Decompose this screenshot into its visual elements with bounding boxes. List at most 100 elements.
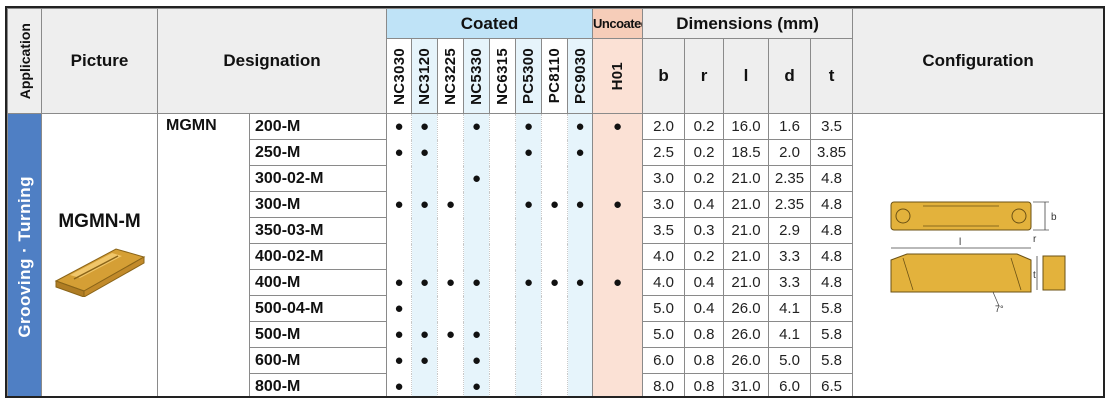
availability-dot: ● xyxy=(394,352,404,369)
coated-cell xyxy=(515,373,543,396)
availability-dot: ● xyxy=(419,326,430,343)
table-row: 250-M ● ● ● ● 2.5 0.2 18.5 2.0 3.85 xyxy=(8,139,1104,166)
coated-cell: ● xyxy=(411,269,439,296)
grade-label: H01 xyxy=(609,61,627,91)
availability-dot: ● xyxy=(419,144,430,161)
coated-cell xyxy=(489,191,517,218)
dim-value-d: 6.0 xyxy=(768,373,812,396)
coated-cell: ● xyxy=(463,113,491,140)
coated-cell xyxy=(541,139,569,166)
dim-header-d: d xyxy=(768,38,812,114)
table-row: Grooving · Turning MGMN-M MGMN 200-M ● ● ● ● ● ● 2… xyxy=(7,113,1103,396)
dim-value-b: 3.0 xyxy=(642,191,686,218)
picture-label: MGMN-M xyxy=(58,211,141,232)
availability-dot: ● xyxy=(523,274,534,291)
availability-dot: ● xyxy=(612,118,623,136)
coated-cell xyxy=(489,321,517,348)
label-angle: 7° xyxy=(995,304,1004,314)
availability-dot: ● xyxy=(523,118,534,136)
grade-header-nc6315: NC6315 xyxy=(489,38,517,114)
grade-header-pc8110: PC8110 xyxy=(541,38,569,114)
label-t: t xyxy=(1033,270,1036,281)
designation-header: Designation xyxy=(156,8,388,114)
designation-code: 200-M xyxy=(248,113,388,140)
product-table: Application Picture Designation Coated U… xyxy=(5,6,1105,398)
coated-cell xyxy=(541,217,569,244)
coated-cell: ● xyxy=(463,165,491,192)
grade-header-pc5300: PC5300 xyxy=(515,38,543,114)
coated-cell xyxy=(411,165,439,192)
dim-value-l: 21.0 xyxy=(723,269,770,296)
dim-value-l: 21.0 xyxy=(723,191,770,218)
coated-cell xyxy=(541,165,569,192)
availability-dot: ● xyxy=(394,196,404,213)
coated-cell: ● xyxy=(567,191,594,218)
configuration-header: Configuration xyxy=(852,8,1103,114)
coated-cell xyxy=(567,243,594,270)
dim-value-r: 0.3 xyxy=(684,217,725,244)
uncoated-cell xyxy=(592,321,644,348)
uncoated-cell xyxy=(592,347,644,374)
designation-code: 500-M xyxy=(248,321,388,348)
coated-cell xyxy=(463,295,491,322)
dimensions-header: Dimensions (mm) xyxy=(642,8,854,39)
coated-cell: ● xyxy=(411,191,439,218)
coated-cell xyxy=(567,321,594,348)
coated-cell xyxy=(411,373,439,396)
coated-cell: ● xyxy=(411,321,439,348)
coated-cell: ● xyxy=(411,347,439,374)
dim-value-l: 31.0 xyxy=(723,373,770,396)
coated-cell: ● xyxy=(463,269,491,296)
dim-value-b: 3.0 xyxy=(642,165,686,192)
coated-cell: ● xyxy=(463,321,491,348)
dim-value-t: 5.8 xyxy=(810,347,854,374)
dim-value-b: 5.0 xyxy=(642,321,686,348)
grade-label: NC6315 xyxy=(494,47,512,105)
dim-value-b: 5.0 xyxy=(642,295,686,322)
coated-cell xyxy=(386,243,413,270)
label-l: l xyxy=(959,237,961,248)
coated-cell xyxy=(515,321,543,348)
grade-header-nc3120: NC3120 xyxy=(411,38,439,114)
availability-dot: ● xyxy=(549,274,560,291)
coated-cell xyxy=(411,217,439,244)
uncoated-cell: ● xyxy=(592,191,644,218)
grade-label: PC9030 xyxy=(571,47,589,104)
uncoated-cell xyxy=(592,217,644,244)
dim-value-t: 4.8 xyxy=(810,217,854,244)
coated-cell xyxy=(515,243,543,270)
dim-value-b: 2.5 xyxy=(642,139,686,166)
coated-cell xyxy=(463,191,491,218)
availability-dot: ● xyxy=(575,196,585,213)
availability-dot: ● xyxy=(549,196,560,213)
coated-cell xyxy=(541,347,569,374)
dim-value-t: 4.8 xyxy=(810,191,854,218)
dim-value-l: 26.0 xyxy=(723,347,770,374)
availability-dot: ● xyxy=(394,144,404,161)
coated-cell xyxy=(567,165,594,192)
coated-cell xyxy=(541,113,569,140)
uncoated-cell xyxy=(592,295,644,322)
grade-header-nc3030: NC3030 xyxy=(386,38,413,114)
coated-cell xyxy=(541,321,569,348)
grade-header-pc9030: PC9030 xyxy=(567,38,594,114)
designation-code: 250-M xyxy=(248,139,388,166)
table-row: 350-03-M 3.5 0.3 21.0 2.9 4.8 xyxy=(8,217,1104,244)
coated-cell: ● xyxy=(386,373,413,396)
availability-dot: ● xyxy=(394,118,404,136)
dim-value-r: 0.4 xyxy=(684,191,725,218)
coated-cell xyxy=(437,165,465,192)
availability-dot: ● xyxy=(419,196,430,213)
coated-cell xyxy=(437,347,465,374)
availability-dot: ● xyxy=(445,196,456,213)
availability-dot: ● xyxy=(471,118,482,136)
coated-cell xyxy=(567,347,594,374)
dim-value-t: 6.5 xyxy=(810,373,854,396)
dim-value-t: 5.8 xyxy=(810,295,854,322)
dim-value-t: 5.8 xyxy=(810,321,854,348)
coated-cell: ● xyxy=(515,139,543,166)
coated-cell: ● xyxy=(411,113,439,140)
coated-cell xyxy=(489,217,517,244)
availability-dot: ● xyxy=(612,196,623,213)
dim-value-l: 21.0 xyxy=(723,243,770,270)
